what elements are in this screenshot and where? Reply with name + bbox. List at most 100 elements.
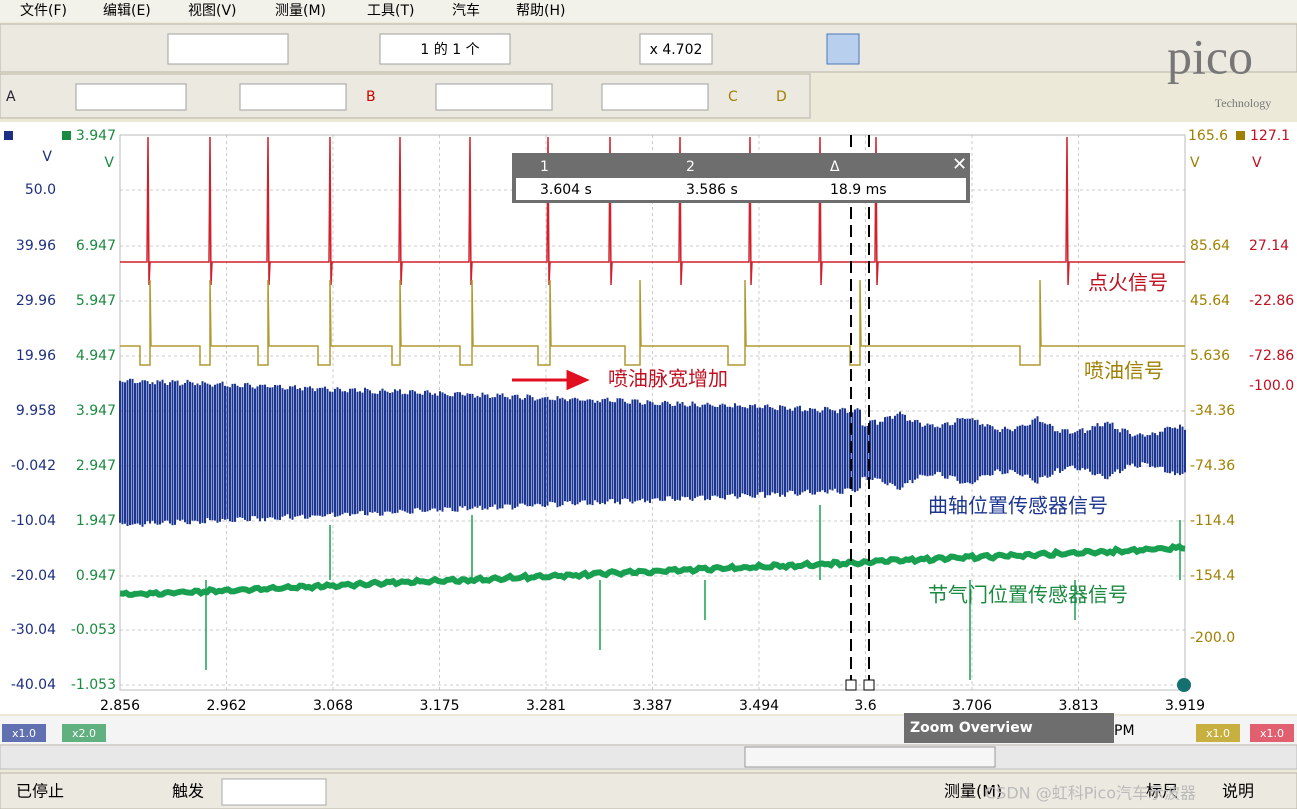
axis-d-label: -22.86: [1249, 293, 1294, 309]
x-tick-label: 3.175: [419, 698, 459, 714]
axis-b-label: -1.053: [71, 677, 116, 693]
x-tick-label: 3.068: [313, 698, 353, 714]
logo-sub: Technology: [1215, 96, 1271, 110]
menu-item[interactable]: 编辑(E): [103, 3, 151, 19]
axis-b-label: 1.947: [76, 513, 116, 529]
ruler-handle[interactable]: [845, 679, 857, 691]
status-item[interactable]: 测量(M): [944, 782, 1002, 801]
axis-c-label: -114.4: [1190, 513, 1235, 529]
axis-a-label: 50.0: [25, 182, 56, 198]
axis-c-label: 45.64: [1190, 293, 1230, 309]
menu-item[interactable]: 视图(V): [188, 3, 237, 19]
close-icon[interactable]: ✕: [952, 154, 967, 175]
trigger-box[interactable]: [221, 778, 327, 806]
axis-b-label: 0.947: [76, 568, 116, 584]
menu-item[interactable]: 汽车: [452, 2, 480, 19]
axis-d-unit: V: [1252, 155, 1262, 171]
scroll-thumb[interactable]: [744, 746, 996, 768]
axis-d-label: 27.14: [1249, 238, 1289, 254]
axis-a-label: -0.042: [11, 458, 56, 474]
zoom-text: x 4.702: [650, 42, 703, 58]
x-tick-label: 3.494: [739, 698, 779, 714]
channel-button[interactable]: B: [366, 89, 376, 105]
ruler-values-bg: [516, 178, 966, 200]
zoom-handle[interactable]: [1177, 678, 1191, 692]
ruler-value: 18.9 ms: [830, 182, 887, 198]
x-tick-label: 2.962: [206, 698, 246, 714]
annotation: 点火信号: [1088, 271, 1168, 295]
axis-a-unit: V: [42, 149, 52, 165]
scale-tag[interactable]: [62, 724, 106, 742]
axis-c-label: 5.636: [1190, 348, 1230, 364]
x-tick-label: 3.387: [632, 698, 672, 714]
scale-tag[interactable]: [2, 724, 46, 742]
zoom-overview-title: Zoom Overview: [910, 720, 1033, 736]
scale-text: x2.0: [72, 727, 96, 740]
annotation: 曲轴位置传感器信号: [928, 494, 1108, 518]
coupling-a[interactable]: [239, 83, 347, 111]
menu-item[interactable]: 帮助(H): [516, 3, 565, 19]
zoom-overview[interactable]: [904, 713, 1114, 743]
status-item[interactable]: 标尺: [1146, 782, 1178, 801]
page-box[interactable]: [379, 33, 511, 65]
status-item[interactable]: 触发: [172, 782, 204, 801]
axis-b-marker: [62, 131, 71, 140]
annotation: 喷油信号: [1084, 359, 1164, 383]
range-b[interactable]: [435, 83, 553, 111]
axis-a-label: 9.958: [16, 403, 56, 419]
pm-text: PM: [1114, 723, 1135, 739]
menu-item[interactable]: 测量(M): [275, 3, 326, 19]
throttle-spikes: [205, 505, 1181, 680]
scale-text: x1.0: [1260, 727, 1284, 740]
logo: pico: [1167, 28, 1253, 84]
axis-b-label: 4.947: [76, 348, 116, 364]
scale-tag[interactable]: [1250, 724, 1294, 742]
ruler-header: 1: [540, 159, 549, 175]
axis-b-unit: V: [104, 155, 114, 171]
status-item[interactable]: 说明: [1222, 782, 1254, 801]
menu-item[interactable]: 文件(F): [20, 3, 67, 19]
x-tick-label: 2.856: [100, 698, 140, 714]
axis-c-label: -74.36: [1190, 458, 1235, 474]
axis-c-label: -34.36: [1190, 403, 1235, 419]
dropdown[interactable]: [167, 33, 289, 65]
scrollbar[interactable]: [0, 744, 1297, 770]
axis-d-label: -100.0: [1249, 378, 1294, 394]
axis-a-label: -40.04: [11, 677, 56, 693]
axis-d-label: -72.86: [1249, 348, 1294, 364]
crank-trace: [119, 378, 1186, 527]
arrow: [512, 369, 590, 391]
channel-button[interactable]: C: [728, 89, 738, 105]
page-text: 1 的 1 个: [420, 42, 479, 58]
zoom-tool[interactable]: [826, 33, 860, 65]
axis-a-label: -20.04: [11, 568, 56, 584]
menu-item[interactable]: 工具(T): [367, 3, 414, 19]
axis-c-label: -200.0: [1190, 630, 1235, 646]
x-tick-label: 3.281: [526, 698, 566, 714]
x-tick-label: 3.919: [1165, 698, 1205, 714]
x-tick-label: 3.706: [952, 698, 992, 714]
channel-button[interactable]: D: [776, 89, 787, 105]
status-item[interactable]: 已停止: [16, 782, 64, 801]
scale-tag[interactable]: [1196, 724, 1240, 742]
axis-c-marker: [1236, 131, 1245, 140]
axis-a-label: 19.96: [16, 348, 56, 364]
axis-b-label: 2.947: [76, 458, 116, 474]
axis-d-top: 127.1: [1250, 128, 1290, 144]
axis-c-unit: V: [1190, 155, 1200, 171]
axis-a-label: 29.96: [16, 293, 56, 309]
ruler-header: 2: [686, 159, 695, 175]
watermark: CSDN @虹科Pico汽车示波器: [985, 784, 1196, 803]
range-a[interactable]: [75, 83, 187, 111]
ruler-handle[interactable]: [863, 679, 875, 691]
annotation: 节气门位置传感器信号: [928, 583, 1128, 607]
axis-a-marker: [4, 131, 13, 140]
zoom-box[interactable]: [639, 33, 713, 65]
axis-b-label: 3.947: [76, 403, 116, 419]
axis-c-label: 85.64: [1190, 238, 1230, 254]
ruler-value: 3.604 s: [540, 182, 592, 198]
axis-b-label: 5.947: [76, 293, 116, 309]
channel-button[interactable]: A: [6, 89, 16, 105]
coupling-b[interactable]: [601, 83, 709, 111]
